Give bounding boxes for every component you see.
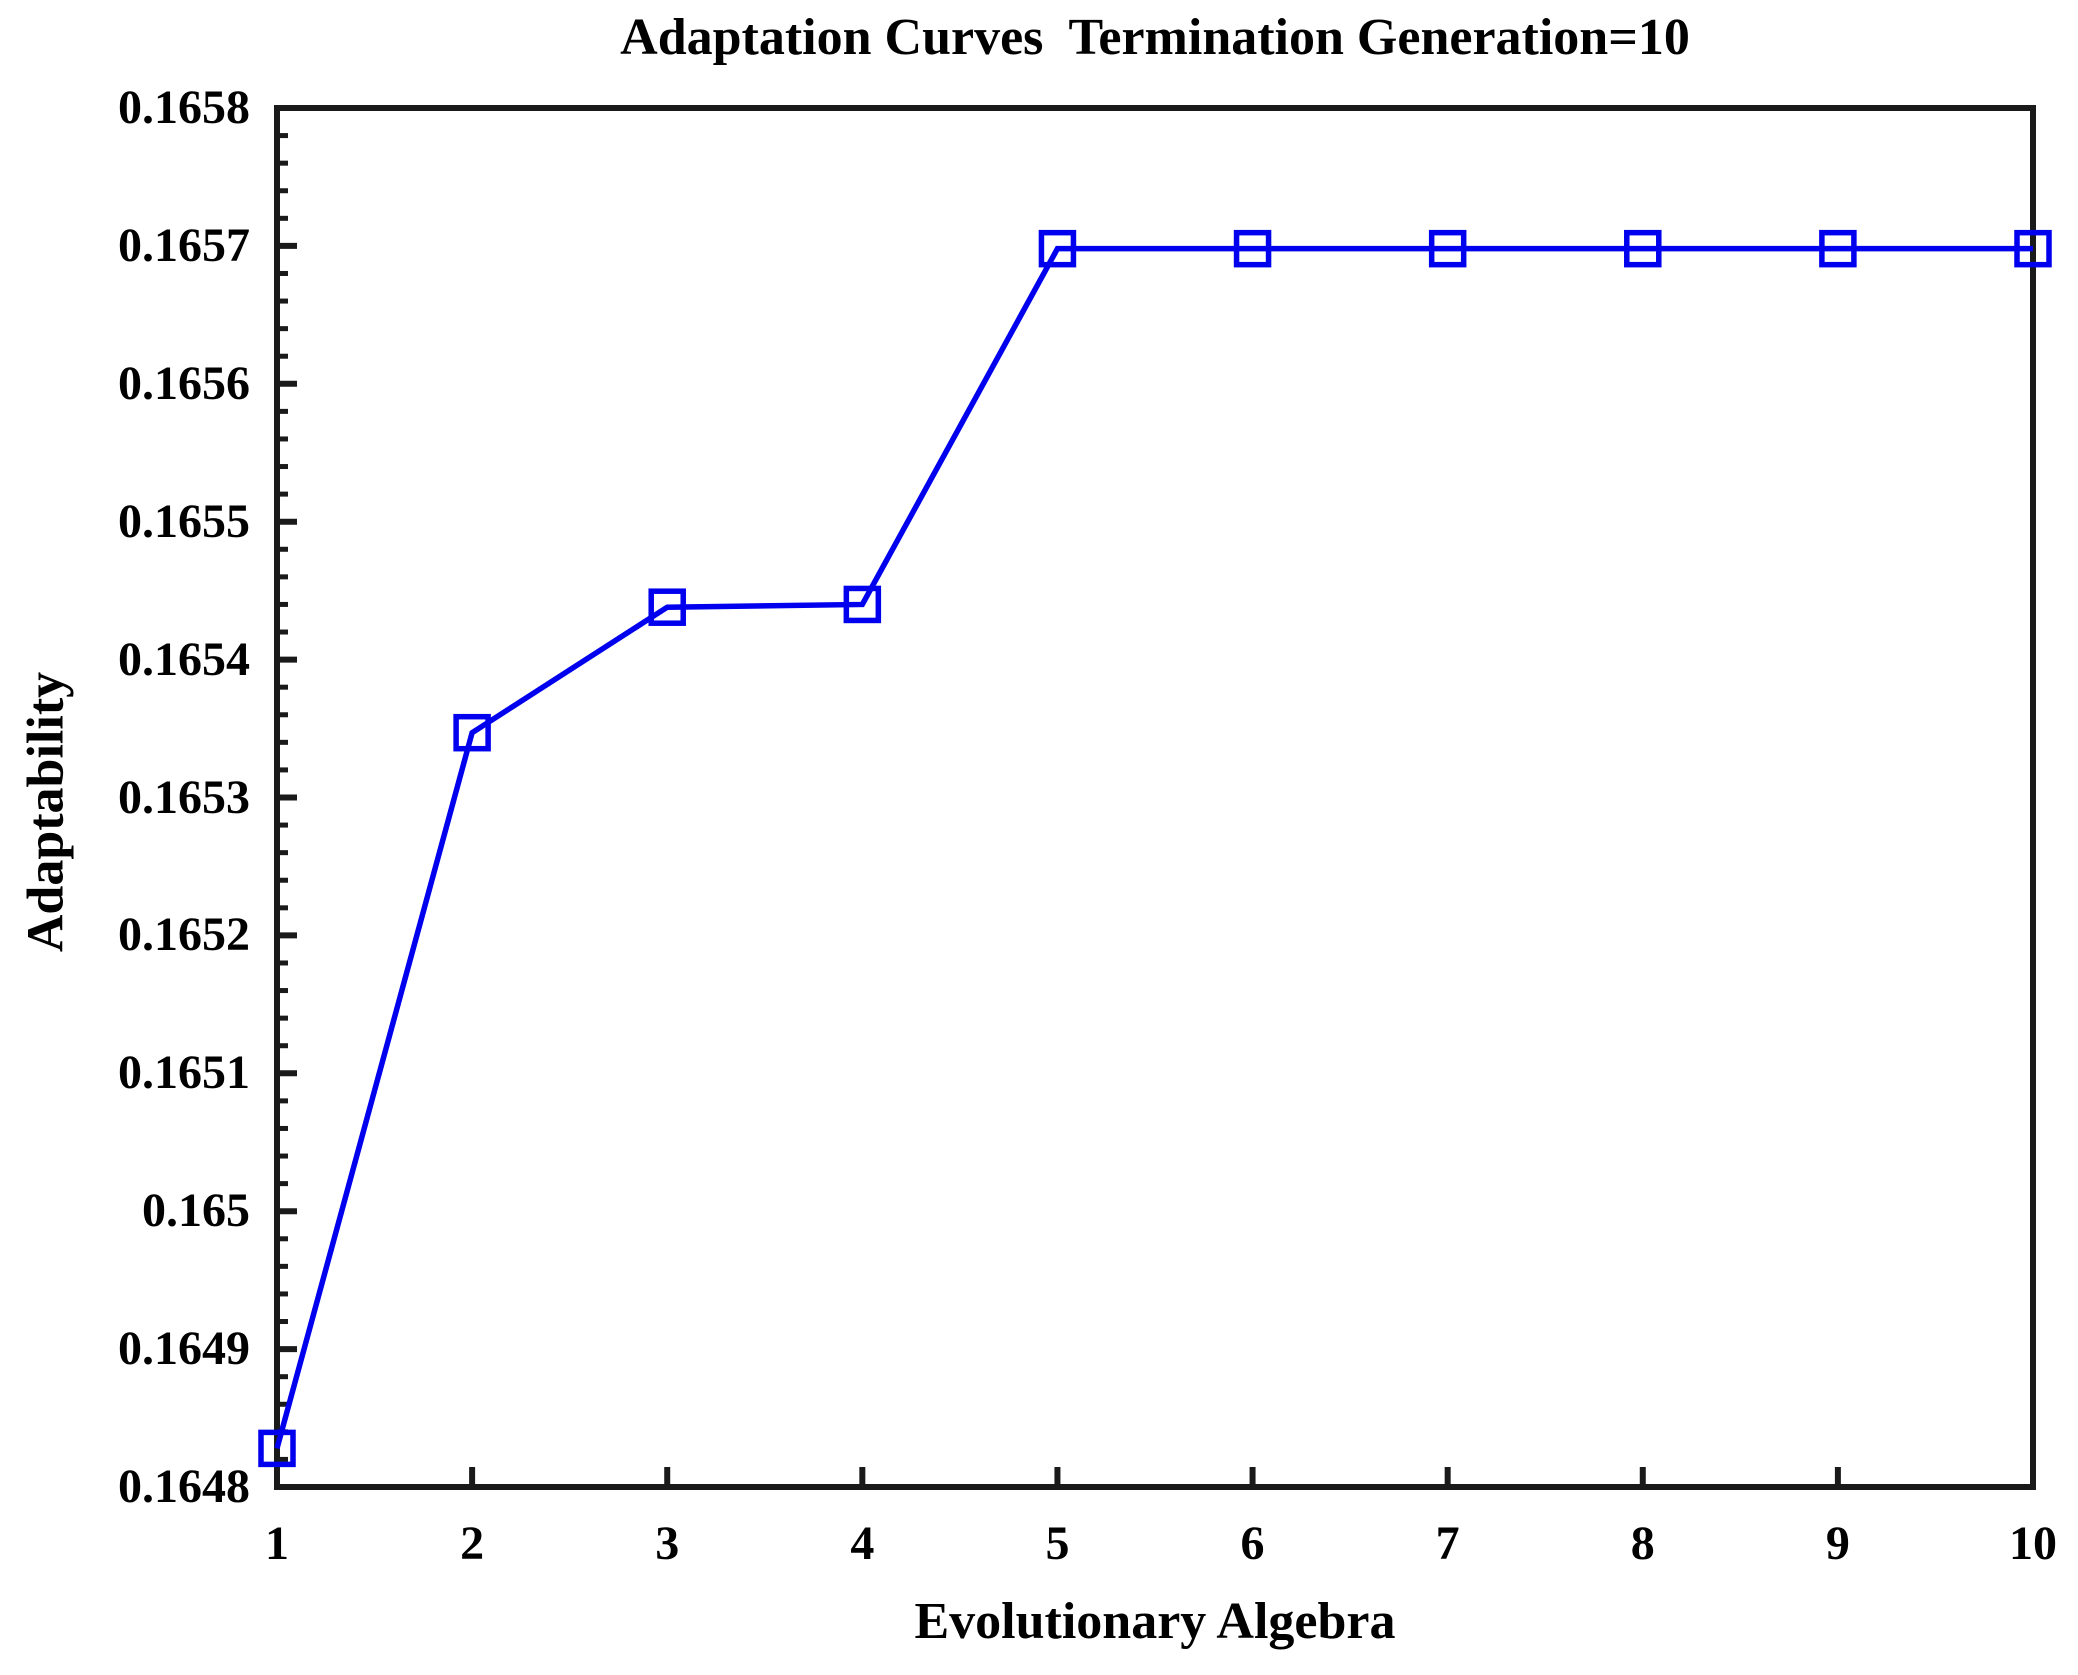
plot-frame [274, 105, 2036, 1490]
y-tick-label: 0.165 [142, 1184, 250, 1238]
data-point-marker [1819, 229, 1857, 268]
x-tick-label: 6 [1240, 1517, 1265, 1570]
data-point-marker [1428, 229, 1467, 268]
data-point-marker [2014, 229, 2052, 268]
x-tick-label: 9 [1825, 1517, 1850, 1570]
data-point-marker [258, 1429, 296, 1468]
x-tick-label: 10 [2009, 1517, 2057, 1570]
y-tick-label: 0.1658 [118, 81, 250, 134]
series-line [274, 245, 2033, 1450]
y-tick-label: 0.1657 [118, 218, 250, 272]
x-tick-label: 2 [460, 1517, 485, 1570]
data-point-marker [1038, 229, 1077, 268]
data-point-marker [648, 588, 686, 626]
y-tick-label: 0.1654 [118, 632, 250, 686]
y-tick-label: 0.1652 [118, 908, 250, 962]
x-tick-label: 8 [1630, 1517, 1655, 1570]
y-tick-label: 0.1649 [118, 1322, 250, 1376]
x-tick-label: 5 [1045, 1517, 1070, 1570]
y-tick-label: 0.1656 [118, 356, 250, 410]
x-tick-label: 1 [265, 1517, 289, 1570]
data-point-marker [453, 713, 491, 752]
y-tick-label: 0.1653 [118, 770, 250, 824]
y-tick-labels: 0.1648 0.1649 0.165 0.1651 0.1652 0.1653 0.165… [0, 84, 250, 1511]
data-point-marker [843, 585, 882, 624]
chart-title: Adaptation Curves Termination Generation… [620, 9, 1690, 66]
y-tick-label: 0.1651 [118, 1046, 250, 1100]
x-axis-label: Evolutionary Algebra [914, 1593, 1396, 1650]
y-tick-label: 0.1648 [118, 1460, 250, 1513]
x-tick-label: 4 [850, 1517, 875, 1570]
x-tick-label: 7 [1435, 1517, 1460, 1570]
x-tick-labels: 1 2 3 4 5 6 7 8 9 10 [265, 1517, 2057, 1580]
data-point-marker [1233, 229, 1272, 268]
plot-area [258, 105, 2052, 1490]
y-tick-label: 0.1655 [118, 494, 250, 548]
data-point-marker [1624, 229, 1662, 268]
x-tick-label: 3 [655, 1517, 680, 1570]
plot-canvas [258, 105, 2052, 1490]
